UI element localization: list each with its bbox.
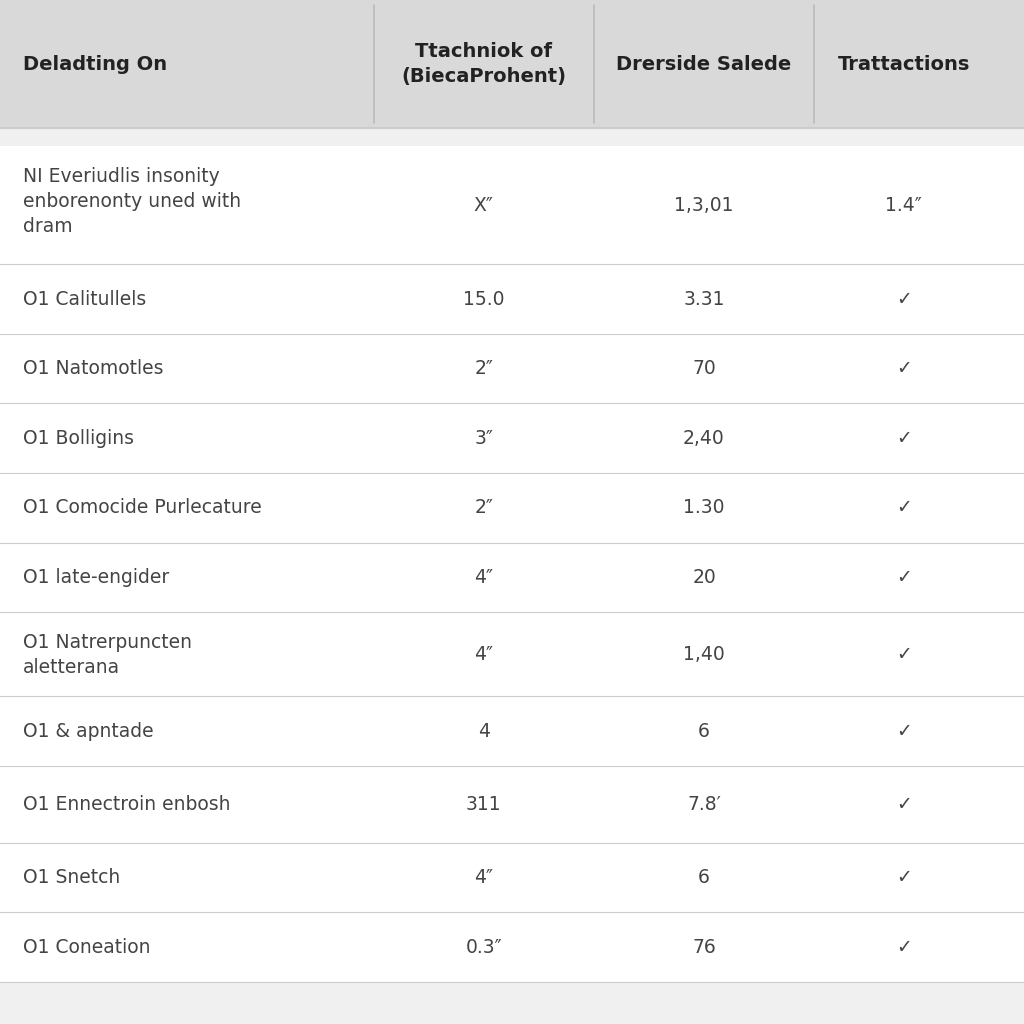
Text: NI Everiudlis insonity
enborenonty uned with
dram: NI Everiudlis insonity enborenonty uned …: [23, 167, 241, 236]
Bar: [0, 612, 1024, 696]
Text: 4: 4: [478, 722, 489, 740]
Text: 2″: 2″: [474, 359, 494, 378]
Text: 7.8′: 7.8′: [687, 795, 721, 814]
Text: 311: 311: [466, 795, 502, 814]
Text: 15.0: 15.0: [463, 290, 505, 308]
Text: O1 Snetch: O1 Snetch: [23, 868, 120, 887]
Text: O1 late-engider: O1 late-engider: [23, 568, 169, 587]
Text: 4″: 4″: [474, 868, 494, 887]
Bar: [0, 696, 1024, 766]
Text: 1.30: 1.30: [683, 499, 725, 517]
Text: Ttachniok of
(BiecaProhent): Ttachniok of (BiecaProhent): [401, 42, 566, 86]
Bar: [0, 334, 1024, 403]
Text: 20: 20: [692, 568, 716, 587]
Text: O1 Ennectroin enbosh: O1 Ennectroin enbosh: [23, 795, 230, 814]
Text: ✓: ✓: [896, 722, 911, 740]
Text: 1,3,01: 1,3,01: [674, 196, 734, 215]
Text: 6: 6: [698, 722, 710, 740]
Text: O1 Calitullels: O1 Calitullels: [23, 290, 145, 308]
Text: O1 Bolligins: O1 Bolligins: [23, 429, 133, 447]
Text: ✓: ✓: [896, 938, 911, 956]
Bar: [0, 766, 1024, 843]
Text: 3.31: 3.31: [683, 290, 725, 308]
Text: 76: 76: [692, 938, 716, 956]
Bar: [0, 0, 1024, 128]
Text: ✓: ✓: [896, 499, 911, 517]
Text: 2,40: 2,40: [683, 429, 725, 447]
Bar: [0, 403, 1024, 473]
Text: ✓: ✓: [896, 568, 911, 587]
Text: O1 Natomotles: O1 Natomotles: [23, 359, 163, 378]
Text: O1 Natrerpuncten
aletterana: O1 Natrerpuncten aletterana: [23, 633, 191, 677]
Text: ✓: ✓: [896, 868, 911, 887]
Text: ✓: ✓: [896, 290, 911, 308]
Text: ✓: ✓: [896, 359, 911, 378]
Text: ✓: ✓: [896, 429, 911, 447]
Text: Trattactions: Trattactions: [838, 54, 970, 74]
Text: O1 Coneation: O1 Coneation: [23, 938, 151, 956]
Text: 1.4″: 1.4″: [886, 196, 922, 215]
Text: 1,40: 1,40: [683, 645, 725, 664]
Bar: [0, 264, 1024, 334]
Bar: [0, 146, 1024, 264]
Text: 4″: 4″: [474, 568, 494, 587]
Bar: [0, 912, 1024, 982]
Text: 3″: 3″: [474, 429, 494, 447]
Bar: [0, 473, 1024, 543]
Bar: [0, 543, 1024, 612]
Bar: [0, 843, 1024, 912]
Text: 6: 6: [698, 868, 710, 887]
Text: 70: 70: [692, 359, 716, 378]
Text: O1 Comocide Purlecature: O1 Comocide Purlecature: [23, 499, 261, 517]
Text: Deladting On: Deladting On: [23, 54, 167, 74]
Text: ✓: ✓: [896, 645, 911, 664]
Text: Χ″: Χ″: [474, 196, 494, 215]
Text: 0.3″: 0.3″: [466, 938, 502, 956]
Text: ✓: ✓: [896, 795, 911, 814]
Text: Drerside Salede: Drerside Salede: [616, 54, 792, 74]
Text: 2″: 2″: [474, 499, 494, 517]
Text: O1 & apntade: O1 & apntade: [23, 722, 154, 740]
Text: 4″: 4″: [474, 645, 494, 664]
